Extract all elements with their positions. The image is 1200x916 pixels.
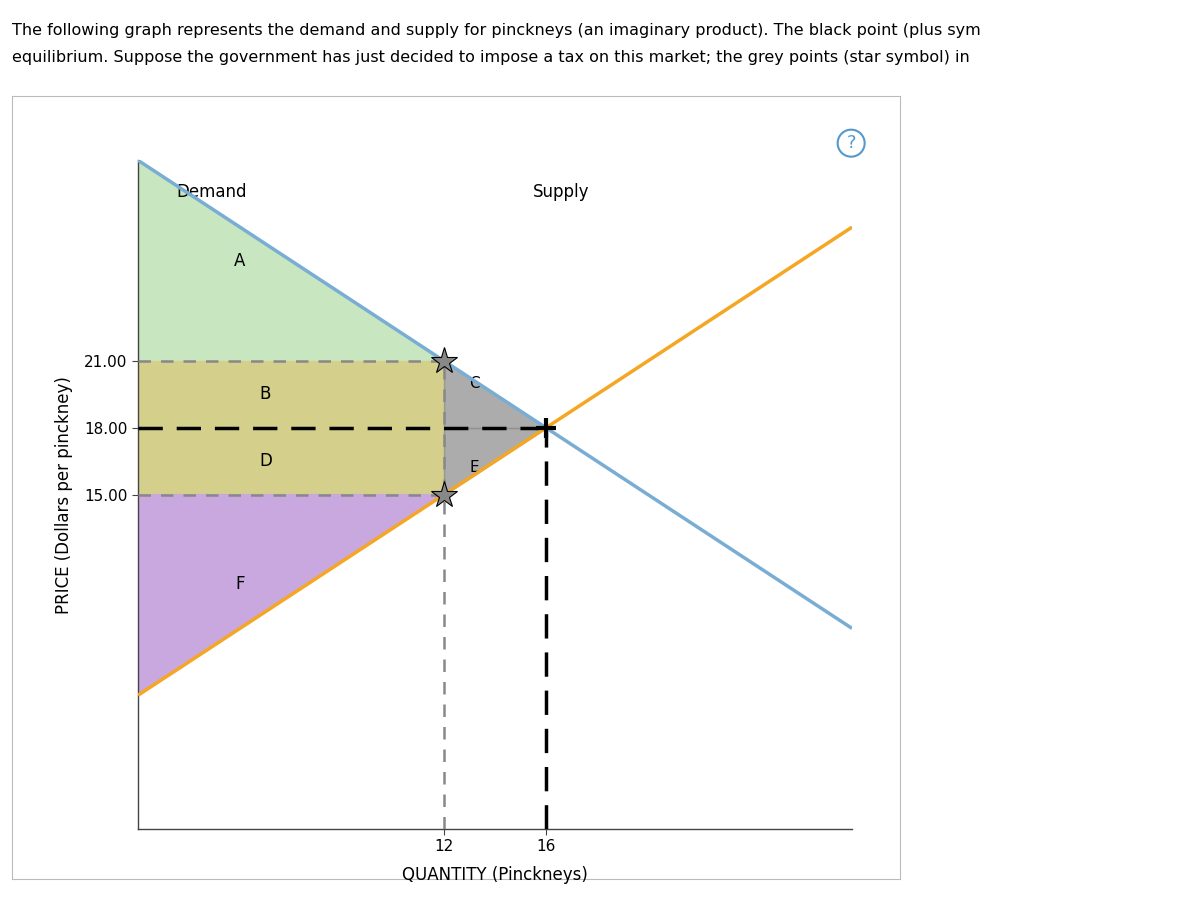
Text: ?: ? (846, 134, 856, 152)
Y-axis label: PRICE (Dollars per pinckney): PRICE (Dollars per pinckney) (55, 376, 73, 614)
Text: equilibrium. Suppose the government has just decided to impose a tax on this mar: equilibrium. Suppose the government has … (12, 50, 970, 65)
Polygon shape (444, 428, 546, 495)
Polygon shape (138, 361, 444, 495)
Polygon shape (444, 361, 546, 428)
Text: D: D (259, 453, 272, 470)
Text: F: F (235, 575, 245, 593)
Text: A: A (234, 252, 246, 269)
Polygon shape (138, 160, 444, 361)
Text: C: C (469, 376, 480, 391)
Text: E: E (469, 461, 480, 475)
Text: Demand: Demand (176, 182, 247, 201)
Text: Supply: Supply (533, 182, 589, 201)
Polygon shape (138, 495, 444, 695)
Text: B: B (260, 386, 271, 403)
X-axis label: QUANTITY (Pinckneys): QUANTITY (Pinckneys) (402, 866, 588, 884)
Text: The following graph represents the demand and supply for pinckneys (an imaginary: The following graph represents the deman… (12, 23, 980, 38)
